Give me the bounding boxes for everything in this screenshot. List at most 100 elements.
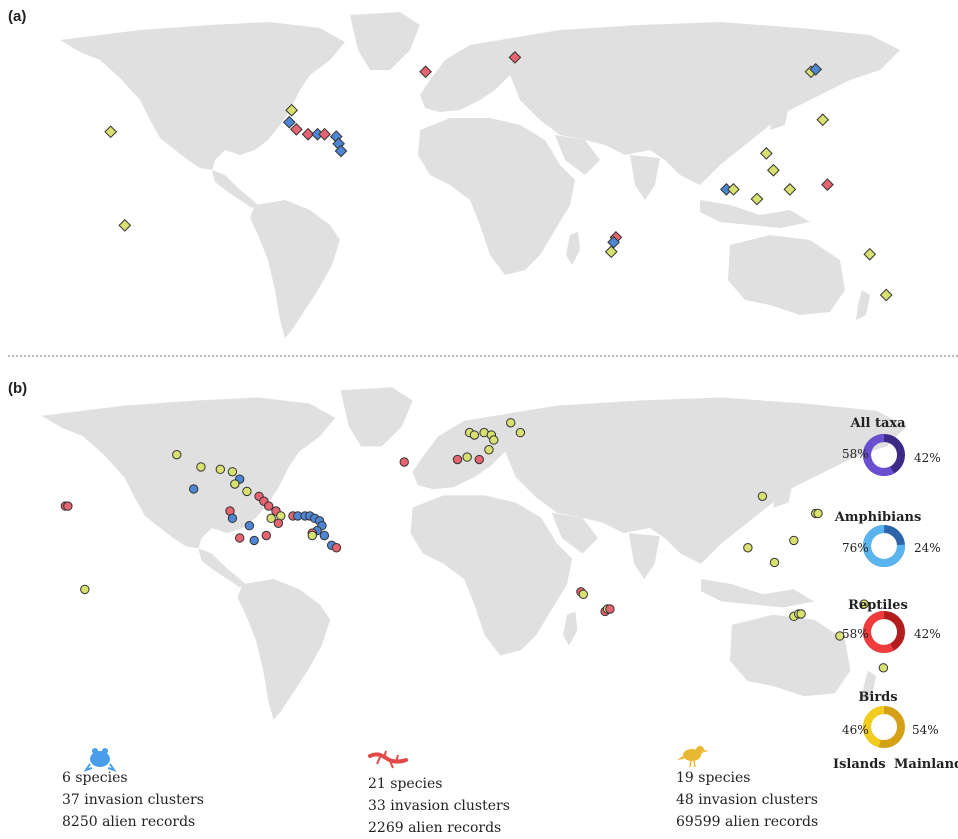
map-b-marker-reptile: [331, 543, 342, 553]
map-a-marker-bird: [604, 245, 618, 259]
taxon-birds: 19 species 48 invasion clusters 69599 al…: [676, 767, 818, 833]
map-b-marker-bird: [859, 599, 869, 609]
map-a-marker-bird: [104, 125, 118, 139]
map-b-marker-reptile: [234, 533, 245, 543]
reptiles-clusters: 33 invasion clusters: [368, 798, 510, 814]
map-b-marker-bird: [172, 449, 182, 460]
map-b-marker-bird: [307, 530, 317, 541]
birds-records: 69599 alien records: [676, 814, 819, 830]
birds-clusters: 48 invasion clusters: [676, 792, 818, 808]
donut-mainland-pct-reptiles: 42%: [914, 627, 941, 641]
panel-label-a: (a): [8, 8, 27, 25]
reptiles-species: 21 species: [368, 776, 443, 792]
birds-species: 19 species: [676, 770, 751, 786]
donut-islands-pct-amphibians: 76%: [842, 541, 869, 555]
map-a-marker-bird: [727, 183, 740, 196]
map-a-marker-bird: [879, 288, 893, 302]
map-b-marker-bird: [230, 479, 240, 489]
donut-charts: [862, 434, 905, 748]
map-b-marker-bird: [813, 508, 823, 519]
map-b-marker-bird: [515, 427, 526, 438]
donut-islands-pct-reptiles: 58%: [842, 627, 869, 641]
map-b-marker-bird: [462, 452, 472, 462]
map-b-marker-bird: [578, 589, 589, 599]
donut-islands-arc: [863, 611, 905, 653]
map-b-marker-bird: [835, 631, 845, 641]
map-b-marker-amphibian: [227, 513, 238, 524]
panel-label-b: (b): [8, 380, 28, 397]
map-b-marker-reptile: [452, 454, 463, 465]
map-a-marker-amphibian: [334, 144, 348, 158]
map-b-marker-bird: [242, 486, 252, 497]
map-a-marker-amphibian: [311, 127, 324, 141]
amphibians-clusters: 37 invasion clusters: [62, 792, 204, 808]
taxon-reptiles: 21 species 33 invasion clusters 2269 ali…: [368, 773, 510, 839]
donut-title-amphibians: Amphibians: [834, 510, 922, 525]
taxon-amphibians: 6 species 37 invasion clusters 8250 alie…: [62, 767, 204, 833]
donut-mainland-pct-birds: 54%: [912, 723, 939, 737]
frog-icon: [84, 748, 117, 772]
map-b-marker-bird: [266, 513, 276, 524]
map-b-marker-bird: [227, 467, 238, 477]
map-a-marker-amphibian: [282, 115, 296, 129]
lizard-icon: [368, 750, 408, 769]
map-a-marker-reptile: [301, 127, 315, 141]
map-b-marker-bird: [469, 430, 480, 440]
map-b-marker-reptile: [264, 501, 274, 511]
map-a-marker-bird: [750, 192, 764, 206]
map-b-marker-reptile: [605, 604, 615, 614]
map-b-marker-bird: [484, 445, 494, 455]
donut-islands-arc: [863, 434, 905, 476]
donut-mainland-pct-all: 42%: [914, 451, 941, 465]
legend-mainland: Mainland: [894, 757, 958, 772]
map-b-marker-reptile: [273, 518, 284, 528]
map-b-marker-amphibian: [244, 521, 255, 531]
bird-icon: [677, 746, 709, 768]
donut-islands-arc: [862, 706, 905, 748]
map-a-marker-amphibian: [809, 63, 823, 76]
map-a-marker-reptile: [289, 123, 303, 136]
map-b-marker-bird: [789, 535, 799, 546]
donut-title-birds: Birds: [858, 690, 898, 705]
map-b-marker-bird: [196, 462, 206, 472]
donut-title-all: All taxa: [850, 416, 906, 431]
map-a-marker-bird: [816, 113, 830, 127]
donut-islands-pct-birds: 46%: [842, 723, 869, 737]
donut-islands-arc: [863, 525, 905, 567]
map-a-marker-reptile: [821, 178, 834, 191]
markers-a: [104, 51, 893, 302]
map-b-marker-amphibian: [319, 530, 330, 541]
markers-b: [60, 418, 889, 673]
map-a-marker-reptile: [508, 51, 522, 64]
map-b-marker-bird: [878, 663, 889, 673]
map-a-marker-bird: [783, 183, 797, 196]
map-a-marker-bird: [759, 147, 773, 160]
map-b-marker-bird: [489, 435, 499, 445]
map-a: [60, 12, 900, 338]
map-a-marker-bird: [767, 163, 780, 177]
donut-title-reptiles: Reptiles: [848, 598, 908, 613]
map-b-marker-reptile: [261, 530, 271, 541]
map-b-marker-bird: [757, 491, 768, 501]
panel-divider: [8, 355, 958, 357]
map-b-marker-bird: [743, 543, 753, 553]
map-a-marker-bird: [118, 219, 132, 232]
map-b-marker-amphibian: [249, 535, 259, 546]
map-b-marker-reptile: [399, 457, 409, 467]
map-b-marker-bird: [506, 418, 516, 428]
donut-mainland-pct-amphibians: 24%: [914, 541, 941, 555]
map-a-marker-amphibian: [720, 183, 733, 196]
map-a-marker-amphibian: [607, 235, 620, 249]
map-a-marker-reptile: [318, 127, 331, 141]
reptiles-records: 2269 alien records: [368, 820, 502, 836]
map-b-marker-bird: [796, 609, 806, 619]
map-b-marker-bird: [80, 584, 90, 595]
map-b-marker-bird: [215, 464, 226, 475]
amphibians-records: 8250 alien records: [62, 814, 196, 830]
donut-islands-pct-all: 58%: [842, 447, 869, 461]
map-b-marker-reptile: [63, 501, 73, 511]
amphibians-species: 6 species: [62, 770, 128, 786]
map-b-marker-reptile: [474, 454, 484, 465]
map-b-marker-amphibian: [189, 484, 199, 494]
